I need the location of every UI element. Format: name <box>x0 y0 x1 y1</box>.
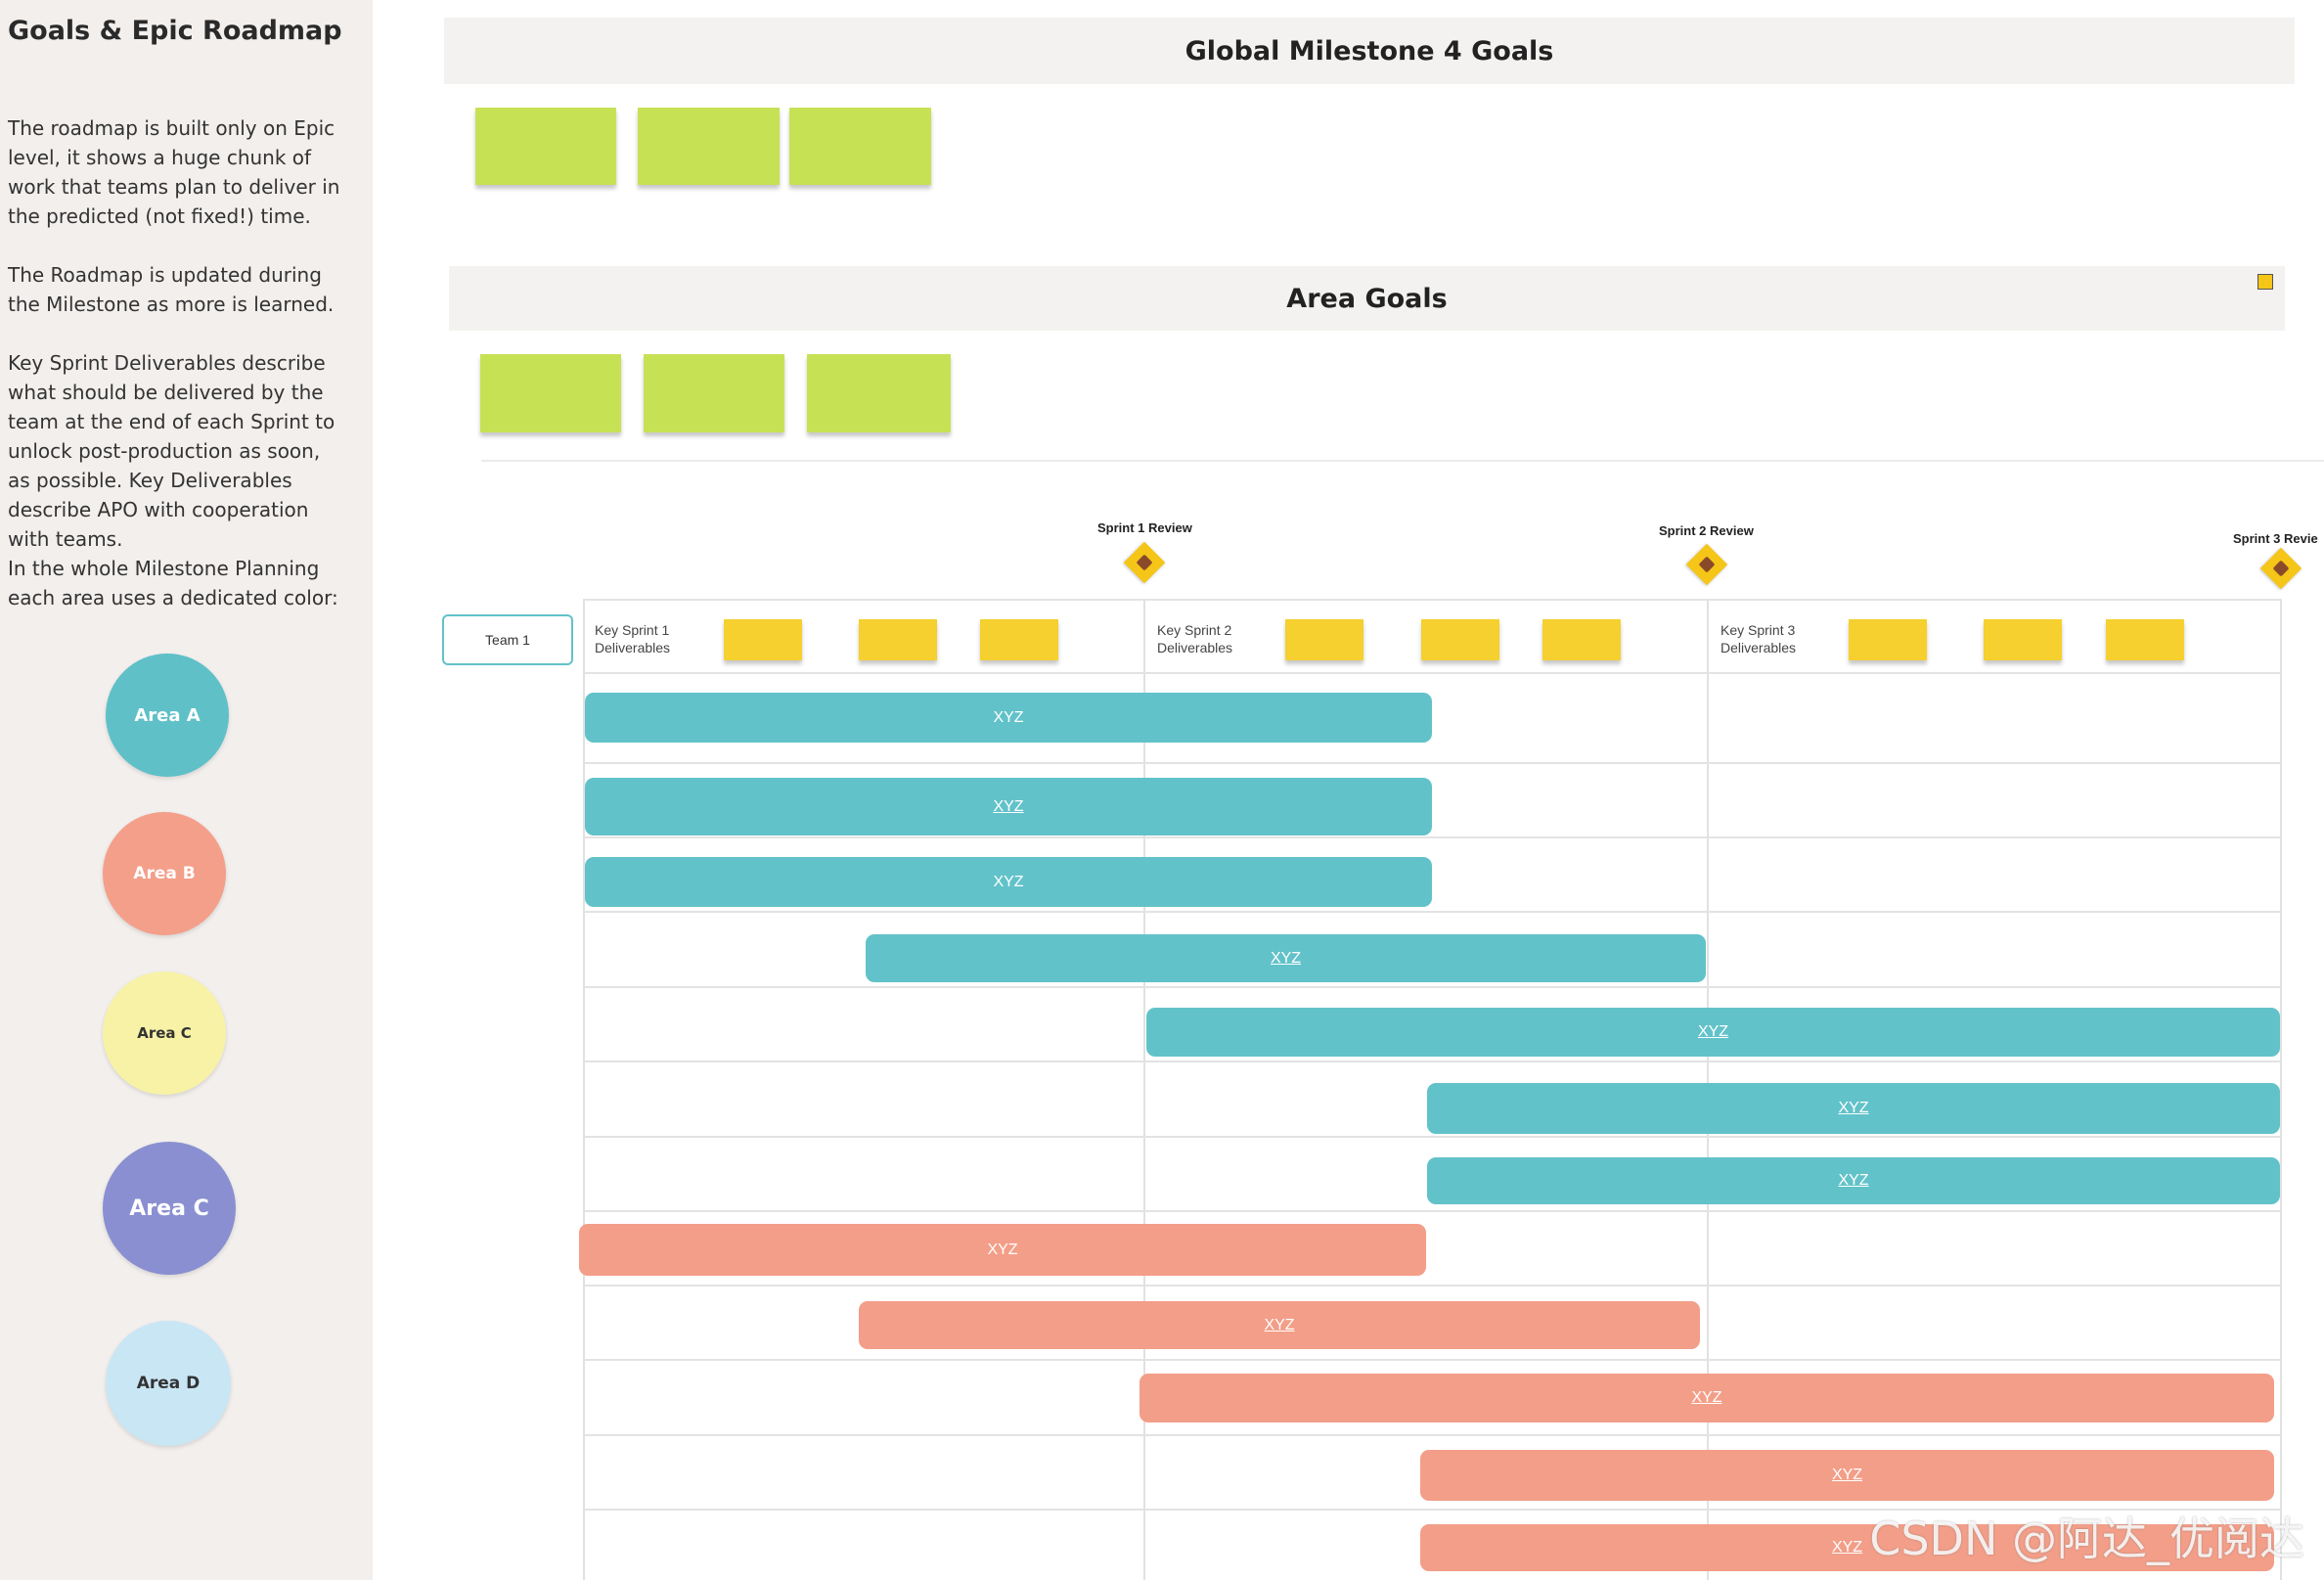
epic-bar-area-b[interactable]: XYZ <box>1420 1450 2274 1501</box>
sidebar-paragraph-updated: The Roadmap is updated during the Milest… <box>8 263 335 316</box>
area-goal-sticky-2[interactable] <box>644 354 784 432</box>
epic-bar-area-a[interactable]: XYZ <box>1427 1083 2280 1134</box>
area-b-circle[interactable]: Area B <box>103 812 226 935</box>
sprint-2-deliverable-sticky[interactable] <box>1542 619 1621 660</box>
grid-row-line <box>583 911 2282 913</box>
grid-row-line <box>583 1061 2282 1062</box>
sprint-3-milestone-icon[interactable] <box>2259 547 2302 590</box>
sidebar-title: Goals & Epic Roadmap <box>8 16 342 46</box>
grid-row-line <box>583 1285 2282 1287</box>
global-goal-sticky-3[interactable] <box>789 108 931 185</box>
area-goal-sticky-1[interactable] <box>480 354 621 432</box>
grid-row-line <box>583 762 2282 764</box>
sprint-2-review-label: Sprint 2 Review <box>1659 523 1754 538</box>
area-c-light-circle[interactable]: Area C <box>103 971 226 1095</box>
grid-row-line <box>583 672 2282 674</box>
grid-row-line <box>583 836 2282 838</box>
sprint-1-deliverables-label: Key Sprint 1 Deliverables <box>595 622 671 655</box>
sprint-1-milestone-icon[interactable] <box>1123 541 1166 584</box>
sprint-3-review-label: Sprint 3 Revie <box>2233 531 2318 546</box>
epic-bar-area-a[interactable]: XYZ <box>1427 1157 2280 1204</box>
epic-bar-area-a[interactable]: XYZ <box>585 857 1432 907</box>
grid-row-line <box>583 1210 2282 1212</box>
grid-row-line <box>583 599 2282 601</box>
area-c-purple-circle[interactable]: Area C <box>103 1142 236 1275</box>
sprint-1-deliverable-sticky[interactable] <box>980 619 1058 660</box>
area-goal-sticky-3[interactable] <box>807 354 951 432</box>
grid-row-line <box>583 986 2282 988</box>
area-d-circle[interactable]: Area D <box>106 1321 231 1446</box>
epic-bar-area-a[interactable]: XYZ <box>866 934 1706 982</box>
sprint-2-deliverables-label: Key Sprint 2 Deliverables <box>1157 622 1233 655</box>
sprint-2-deliverable-sticky[interactable] <box>1421 619 1499 660</box>
note-icon[interactable] <box>2257 274 2273 290</box>
sprint-2-deliverable-sticky[interactable] <box>1285 619 1363 660</box>
sidebar-paragraph-roadmap: The roadmap is built only on Epic level,… <box>8 116 340 228</box>
sprint-1-review-label: Sprint 1 Review <box>1097 520 1192 535</box>
sidebar-paragraph-deliverables: Key Sprint Deliverables describe what sh… <box>8 351 335 551</box>
grid-line-left <box>583 599 585 1580</box>
epic-bar-area-a[interactable]: XYZ <box>585 693 1432 743</box>
area-goals-header: Area Goals <box>449 266 2285 331</box>
sprint-1-deliverable-sticky[interactable] <box>724 619 802 660</box>
sprint-3-deliverable-sticky[interactable] <box>1849 619 1927 660</box>
global-goal-sticky-2[interactable] <box>638 108 780 185</box>
sidebar: Goals & Epic Roadmap The roadmap is buil… <box>0 0 373 1580</box>
grid-row-line <box>583 1434 2282 1436</box>
epic-bar-area-b[interactable]: XYZ <box>1140 1374 2274 1422</box>
sprint-1-deliverable-sticky[interactable] <box>859 619 937 660</box>
epic-bar-area-b[interactable]: XYZ <box>1420 1524 2274 1571</box>
global-goals-header: Global Milestone 4 Goals <box>444 18 2295 84</box>
epic-bar-area-b[interactable]: XYZ <box>859 1301 1700 1349</box>
epic-bar-area-a[interactable]: XYZ <box>585 778 1432 835</box>
grid-row-line <box>583 1359 2282 1361</box>
grid-row-line <box>583 1509 2282 1511</box>
area-a-circle[interactable]: Area A <box>106 654 229 777</box>
global-goal-sticky-1[interactable] <box>475 108 616 185</box>
watermark: CSDN @阿达_优阅达 <box>1869 1512 2304 1565</box>
epic-bar-area-b[interactable]: XYZ <box>579 1224 1426 1276</box>
grid-line-sprint-1 <box>1143 599 1145 1580</box>
sprint-3-deliverable-sticky[interactable] <box>1984 619 2062 660</box>
grid-line-sprint-3 <box>2280 599 2282 1580</box>
grid-row-line <box>583 1136 2282 1138</box>
team-1-label[interactable]: Team 1 <box>442 614 573 665</box>
sprint-3-deliverable-sticky[interactable] <box>2106 619 2184 660</box>
sprint-3-deliverables-label: Key Sprint 3 Deliverables <box>1721 622 1797 655</box>
section-divider <box>481 460 2324 462</box>
sidebar-paragraph-colors: In the whole Milestone Planning each are… <box>8 557 338 609</box>
sprint-2-milestone-icon[interactable] <box>1685 543 1728 586</box>
epic-bar-area-a[interactable]: XYZ <box>1146 1008 2280 1057</box>
